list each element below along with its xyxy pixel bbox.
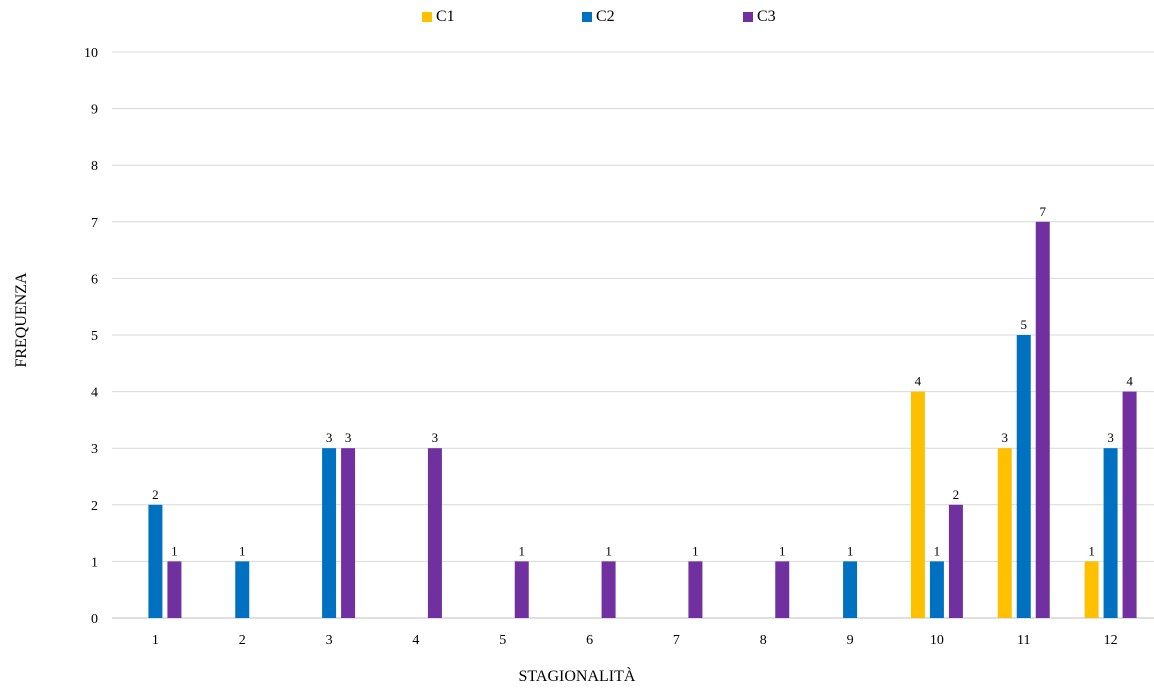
- data-label: 1: [519, 543, 526, 558]
- legend-label-c3: C3: [757, 8, 776, 25]
- x-tick-label: 12: [1104, 633, 1118, 648]
- bar-c3: [427, 448, 442, 618]
- bar-c2: [322, 448, 337, 618]
- bar-c3: [1035, 221, 1050, 619]
- data-label: 3: [1107, 430, 1114, 445]
- y-tick-label: 8: [91, 159, 98, 174]
- data-label: 3: [432, 430, 439, 445]
- x-tick-label: 11: [1017, 633, 1030, 648]
- legend: C1 C2 C3: [0, 8, 1154, 30]
- bar-c2: [235, 561, 250, 618]
- data-label: 1: [779, 543, 786, 558]
- data-label: 5: [1021, 317, 1028, 332]
- legend-label-c1: C1: [436, 8, 455, 25]
- data-label: 3: [1002, 430, 1009, 445]
- y-tick-label: 7: [91, 216, 98, 231]
- bars: [148, 221, 1137, 619]
- data-label: 2: [152, 487, 159, 502]
- x-tick-label: 9: [847, 633, 854, 648]
- y-axis-title: FREQUENZA: [13, 272, 30, 368]
- legend-item-c3: C3: [743, 8, 776, 26]
- bar-c2: [148, 504, 163, 618]
- gridlines: [112, 51, 1154, 619]
- legend-swatch-c1: [422, 12, 432, 22]
- legend-swatch-c3: [743, 12, 753, 22]
- x-tick-label: 7: [673, 633, 680, 648]
- bar-c3: [601, 561, 616, 618]
- bar-c3: [341, 448, 356, 618]
- x-tick-label: 1: [152, 633, 159, 648]
- data-label: 7: [1040, 204, 1047, 219]
- data-label: 3: [345, 430, 352, 445]
- data-label: 3: [326, 430, 333, 445]
- x-tick-label: 8: [760, 633, 767, 648]
- bar-c3: [514, 561, 529, 618]
- y-tick-label: 3: [91, 442, 98, 457]
- bar-c2: [1016, 335, 1031, 618]
- data-label: 1: [605, 543, 612, 558]
- y-tick-label: 1: [91, 555, 98, 570]
- bar-c3: [1122, 391, 1137, 618]
- data-label: 1: [692, 543, 699, 558]
- y-tick-label: 9: [91, 103, 98, 118]
- bar-c3: [775, 561, 790, 618]
- y-axis-ticks: 0 1 2 3 4 5 6 7 8 9 10: [84, 46, 98, 627]
- legend-swatch-c2: [582, 12, 592, 22]
- data-label: 1: [171, 543, 178, 558]
- legend-item-c1: C1: [422, 8, 455, 26]
- x-axis-ticks: 1 2 3 4 5 6 7 8 9 10 11 12: [152, 633, 1118, 648]
- data-label: 1: [1088, 543, 1095, 558]
- data-label: 2: [953, 487, 960, 502]
- y-tick-label: 6: [91, 272, 98, 287]
- legend-label-c2: C2: [596, 8, 615, 25]
- bar-c3: [948, 504, 963, 618]
- bar-c2: [929, 561, 944, 618]
- x-axis-title: STAGIONALITÀ: [518, 668, 636, 685]
- x-tick-label: 10: [930, 633, 944, 648]
- bar-c2: [1103, 448, 1118, 618]
- bar-c2: [843, 561, 858, 618]
- data-label: 1: [847, 543, 854, 558]
- x-tick-label: 2: [239, 633, 246, 648]
- legend-item-c2: C2: [582, 8, 615, 26]
- bar-c3: [167, 561, 182, 618]
- data-label: 1: [239, 543, 246, 558]
- bar-c1: [997, 448, 1012, 618]
- bar-c3: [688, 561, 703, 618]
- bar-c1: [910, 391, 925, 618]
- x-tick-label: 5: [499, 633, 506, 648]
- y-tick-label: 0: [91, 612, 98, 627]
- y-tick-label: 5: [91, 329, 98, 344]
- x-tick-label: 6: [586, 633, 593, 648]
- data-label: 1: [934, 543, 941, 558]
- bar-c1: [1084, 561, 1099, 618]
- y-tick-label: 4: [91, 386, 98, 401]
- x-tick-label: 3: [326, 633, 333, 648]
- y-tick-label: 2: [91, 499, 98, 514]
- x-tick-label: 4: [412, 633, 419, 648]
- y-tick-label: 10: [84, 46, 98, 61]
- data-label: 4: [915, 374, 922, 389]
- data-label: 4: [1126, 374, 1133, 389]
